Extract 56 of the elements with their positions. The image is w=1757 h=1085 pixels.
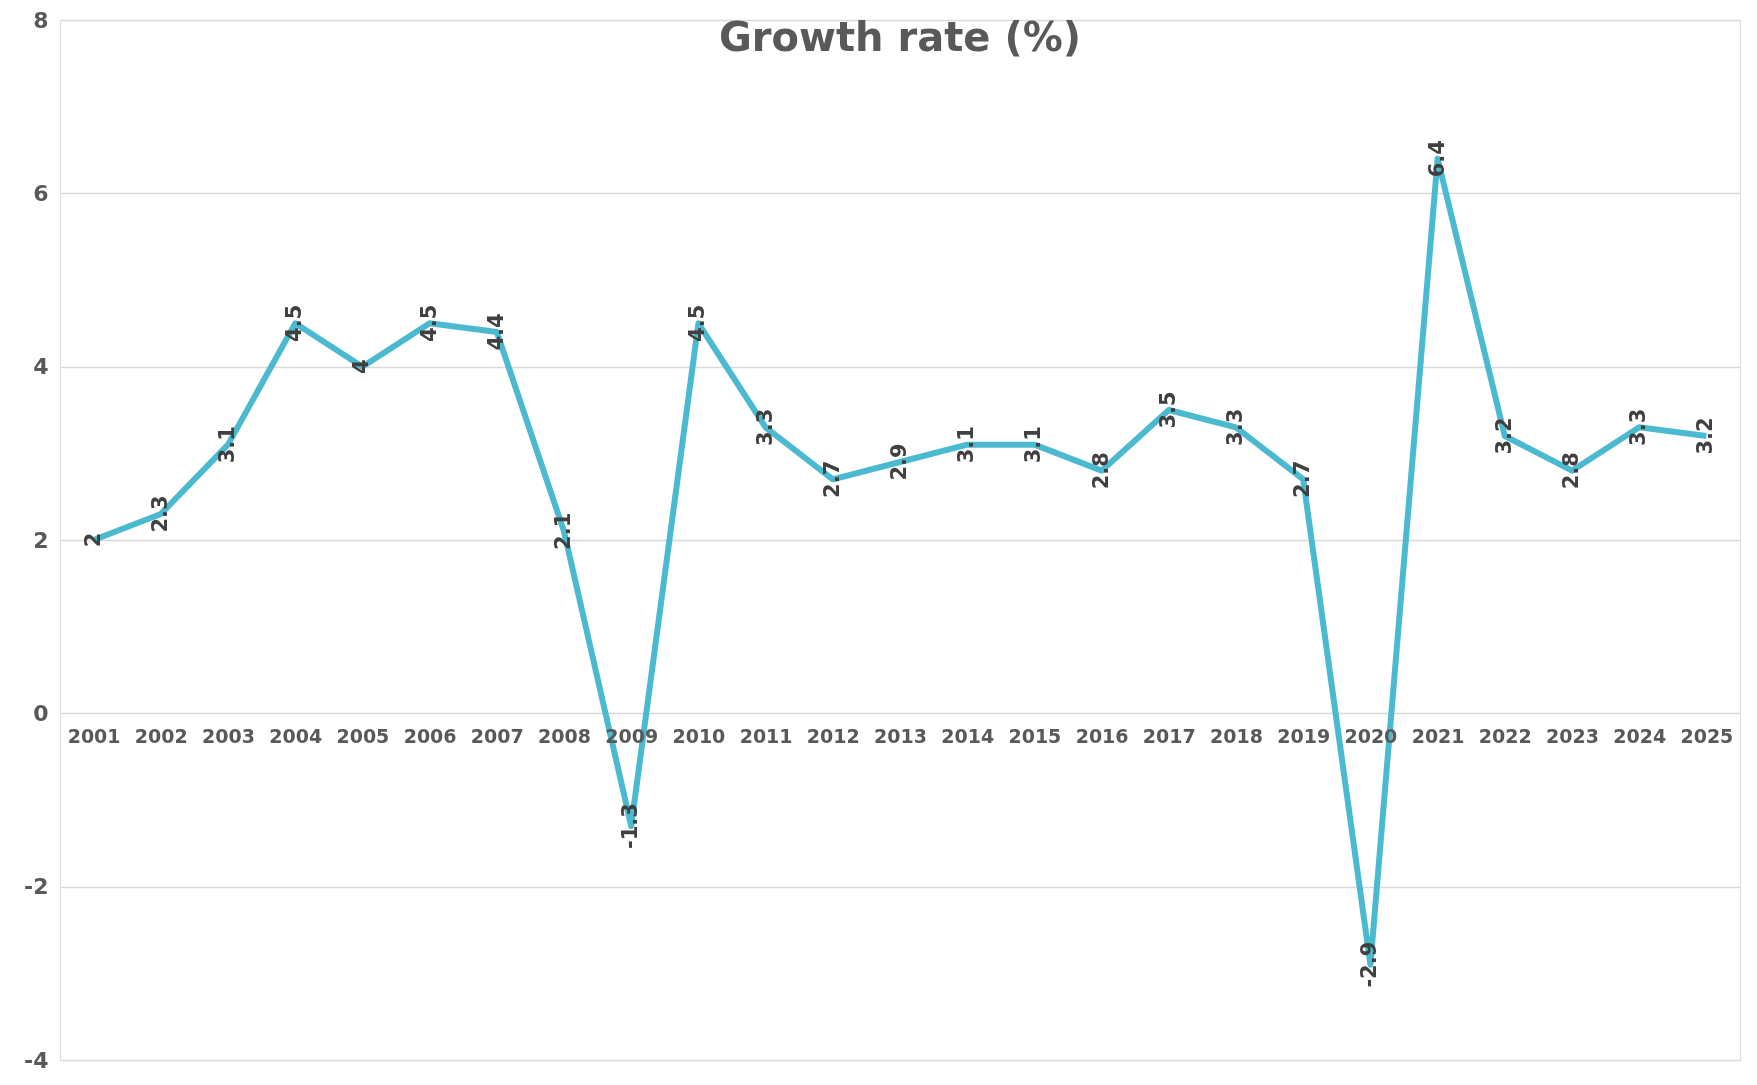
x-tick-label: 2018 bbox=[1210, 724, 1263, 747]
data-label: 2.8 bbox=[1559, 452, 1583, 490]
x-tick-label: 2014 bbox=[941, 724, 995, 747]
x-tick-label: 2001 bbox=[67, 724, 121, 747]
x-tick-label: 2002 bbox=[134, 724, 188, 747]
data-label: 6.4 bbox=[1424, 140, 1449, 178]
data-label: -2.9 bbox=[1357, 941, 1382, 988]
x-tick-label: 2010 bbox=[672, 724, 726, 747]
y-tick-label: -4 bbox=[24, 1047, 49, 1073]
data-label: 2 bbox=[80, 532, 105, 548]
data-label: -1.3 bbox=[618, 803, 643, 849]
x-tick-label: 2025 bbox=[1680, 724, 1734, 747]
y-tick-label: 4 bbox=[33, 354, 49, 380]
x-tick-label: 2005 bbox=[336, 724, 390, 747]
x-tick-label: 2013 bbox=[874, 724, 927, 747]
data-label: 4.4 bbox=[483, 313, 508, 351]
y-tick-label: 8 bbox=[33, 7, 49, 33]
data-label: 3.5 bbox=[1155, 391, 1180, 429]
y-tick-label: 6 bbox=[33, 180, 49, 206]
data-label: 2.7 bbox=[1290, 460, 1315, 498]
data-label: 3.1 bbox=[1021, 426, 1046, 464]
x-tick-label: 2017 bbox=[1142, 724, 1196, 747]
data-label: 2.1 bbox=[551, 512, 575, 550]
data-label: 3.3 bbox=[1626, 408, 1651, 446]
x-tick-label: 2007 bbox=[470, 724, 524, 747]
x-tick-label: 2021 bbox=[1411, 724, 1465, 747]
x-tick-label: 2023 bbox=[1546, 724, 1599, 747]
x-tick-label: 2019 bbox=[1277, 724, 1331, 747]
data-label: 2.7 bbox=[819, 460, 844, 498]
x-tick-label: 2008 bbox=[538, 724, 591, 747]
y-tick-label: 0 bbox=[33, 700, 49, 726]
y-tick-label: 2 bbox=[33, 527, 49, 553]
x-tick-label: 2004 bbox=[269, 724, 323, 747]
x-tick-label: 2011 bbox=[739, 724, 793, 747]
data-label: 4.5 bbox=[282, 304, 307, 342]
x-tick-label: 2016 bbox=[1075, 724, 1129, 747]
data-label: 3.2 bbox=[1693, 417, 1718, 455]
y-tick-label: -2 bbox=[24, 874, 49, 900]
data-label: 2.8 bbox=[1088, 452, 1113, 490]
x-tick-label: 2024 bbox=[1613, 724, 1667, 747]
data-label: 3.1 bbox=[215, 426, 239, 464]
data-label: 3.2 bbox=[1491, 417, 1516, 455]
data-label: 3.1 bbox=[954, 426, 979, 464]
data-label: 2.3 bbox=[147, 495, 172, 533]
data-label: 3.3 bbox=[752, 408, 777, 446]
data-label: 4.5 bbox=[416, 304, 441, 342]
data-label: 4.5 bbox=[685, 304, 710, 342]
chart-title: Growth rate (%) bbox=[718, 14, 1082, 60]
x-tick-label: 2022 bbox=[1478, 724, 1532, 747]
data-label: 3.3 bbox=[1223, 408, 1247, 446]
data-label: 4 bbox=[349, 359, 374, 374]
x-tick-label: 2015 bbox=[1008, 724, 1062, 747]
data-label: 2.9 bbox=[887, 443, 911, 481]
x-tick-label: 2003 bbox=[202, 724, 255, 747]
x-tick-label: 2006 bbox=[403, 724, 457, 747]
x-tick-label: 2012 bbox=[806, 724, 860, 747]
